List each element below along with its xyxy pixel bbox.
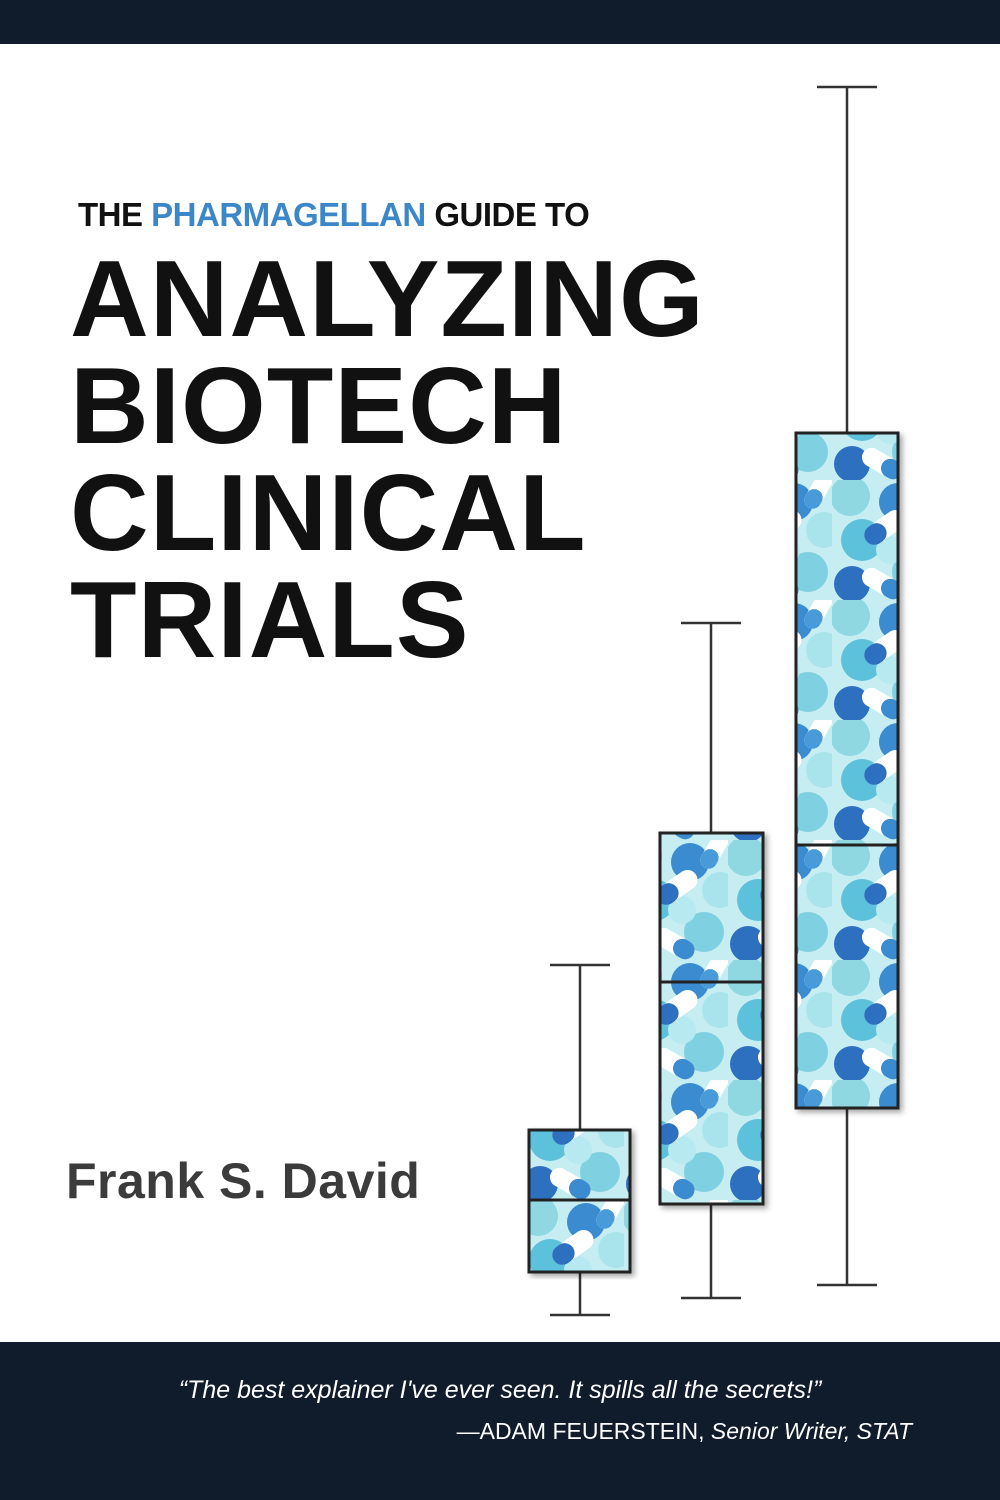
title-line: CLINICAL [70, 452, 587, 574]
endorsement-quote: “The best explainer I've ever seen. It s… [178, 1376, 822, 1404]
series-line: THE PHARMAGELLAN GUIDE TO [78, 196, 590, 234]
bottom-band [0, 1342, 1000, 1500]
endorsement-attribution: —ADAM FEUERSTEIN, Senior Writer, STAT [457, 1418, 912, 1445]
title-line: TRIALS [70, 559, 470, 681]
series-prefix: THE [78, 196, 152, 233]
top-band [0, 0, 1000, 44]
title-line: ANALYZING [70, 238, 705, 360]
endorser-name: —ADAM FEUERSTEIN, [456, 1418, 705, 1444]
large-box-plot [794, 85, 900, 1287]
title-line: BIOTECH [70, 345, 568, 467]
small-box-plot [527, 963, 632, 1317]
medium-box-plot [658, 621, 765, 1300]
series-brand: PHARMAGELLAN [151, 196, 426, 233]
endorser-role: Senior Writer, STAT [704, 1418, 912, 1444]
book-title: ANALYZING BIOTECH CLINICAL TRIALS [70, 238, 705, 681]
series-suffix: GUIDE TO [425, 196, 590, 233]
box-plot-illustration [527, 85, 900, 1317]
author-name: Frank S. David [66, 1153, 421, 1209]
